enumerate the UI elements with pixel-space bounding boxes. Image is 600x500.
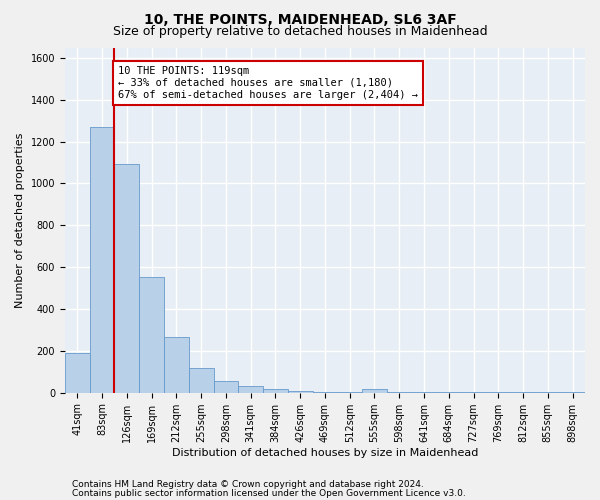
Text: Contains public sector information licensed under the Open Government Licence v3: Contains public sector information licen… xyxy=(72,488,466,498)
Bar xyxy=(238,386,263,392)
Bar xyxy=(115,164,139,392)
Text: 10, THE POINTS, MAIDENHEAD, SL6 3AF: 10, THE POINTS, MAIDENHEAD, SL6 3AF xyxy=(143,12,457,26)
Bar xyxy=(288,390,313,392)
Bar xyxy=(214,381,238,392)
Bar xyxy=(65,353,89,393)
Bar xyxy=(164,338,189,392)
Text: 10 THE POINTS: 119sqm
← 33% of detached houses are smaller (1,180)
67% of semi-d: 10 THE POINTS: 119sqm ← 33% of detached … xyxy=(118,66,418,100)
Bar xyxy=(89,127,115,392)
Text: Contains HM Land Registry data © Crown copyright and database right 2024.: Contains HM Land Registry data © Crown c… xyxy=(72,480,424,489)
Bar xyxy=(263,388,288,392)
Text: Size of property relative to detached houses in Maidenhead: Size of property relative to detached ho… xyxy=(113,25,487,38)
X-axis label: Distribution of detached houses by size in Maidenhead: Distribution of detached houses by size … xyxy=(172,448,478,458)
Bar xyxy=(189,368,214,392)
Bar xyxy=(362,388,387,392)
Bar xyxy=(139,276,164,392)
Y-axis label: Number of detached properties: Number of detached properties xyxy=(15,132,25,308)
